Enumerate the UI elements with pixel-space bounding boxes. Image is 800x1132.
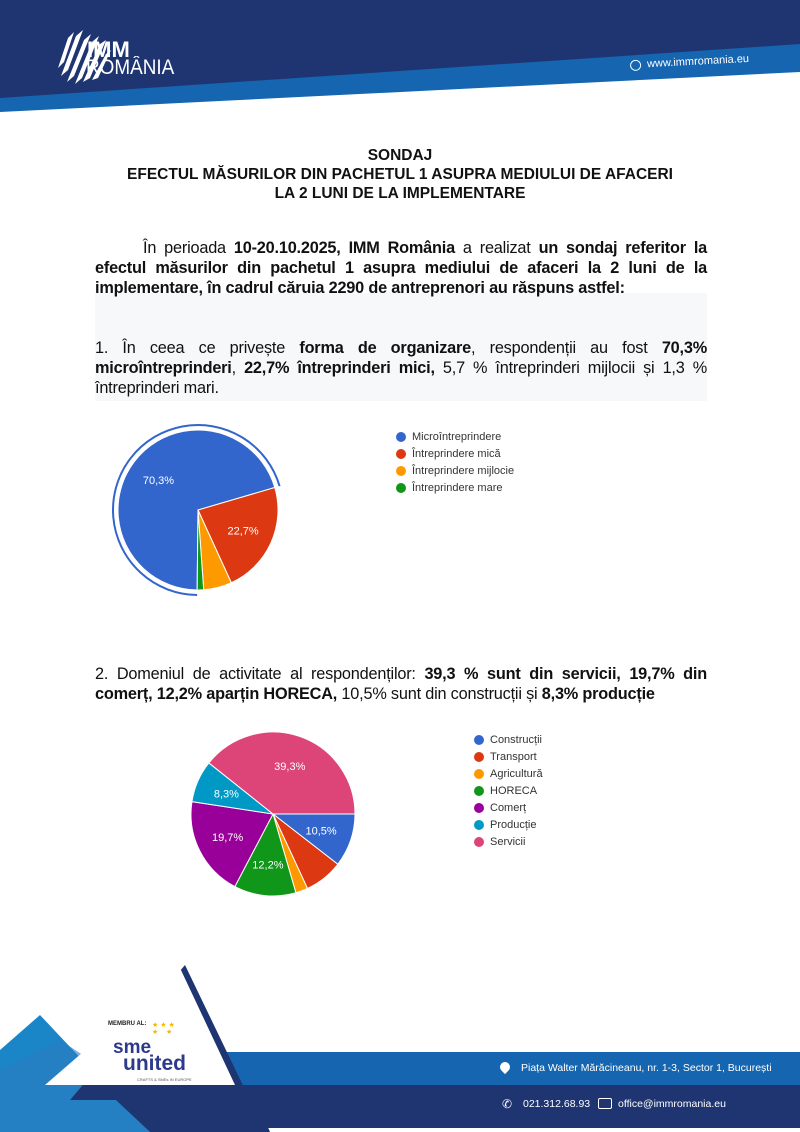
text-segment: , respondenții au fost [471, 339, 662, 357]
bold-text-segment: un sondaj referitor la efectul măsurilor… [95, 239, 708, 297]
slice-highlight-ring [112, 424, 281, 596]
data-label: 70,3% [143, 475, 174, 487]
bold-text-segment: 70,3% microîntreprinderi [95, 339, 707, 377]
bold-text-segment: 22,7% întreprinderi mici, [244, 359, 435, 377]
text-segment: 1. În ceea ce privește [95, 339, 300, 357]
legend-swatch [396, 482, 406, 493]
bold-text-segment: 10-20.10.2025, IMM România [233, 239, 455, 257]
legend-swatch [474, 768, 484, 779]
legend-label: Servicii [490, 835, 526, 848]
legend-label: Producție [490, 818, 537, 831]
sme-logo-text: sme [113, 1037, 152, 1058]
legend-item: Transport [474, 748, 543, 765]
legend-label: Microîntreprindere [412, 430, 502, 443]
legend-label: Comerț [490, 801, 527, 814]
data-label: 10,5% [305, 825, 336, 837]
legend-label: HORECA [490, 784, 538, 797]
legend-label: Întreprindere mare [412, 481, 503, 494]
legend-label: Întreprindere mijlocie [412, 464, 515, 477]
eu-stars-icon: ★ ★ ★ ★ ★ [152, 1022, 175, 1036]
pie-slice-servicii [208, 731, 356, 815]
section-1-paragraph: 1. În ceea ce privește forma de organiza… [95, 338, 707, 398]
legend-label: Agricultură [490, 767, 543, 780]
sme-tagline: CRAFTS & SMEs IN EUROPE [137, 1077, 192, 1082]
pie-slice-microîntreprindere [117, 429, 276, 591]
globe-icon [629, 59, 642, 71]
text-segment: 10,5% sunt din construcții și [337, 685, 542, 703]
legend-item: Producție [474, 816, 543, 833]
pie-chart-activity: 10,5% 12,2% 19,7% 8,3% 39,3% [190, 731, 356, 897]
legend-item: Construcții [474, 731, 543, 748]
legend-swatch [474, 751, 484, 762]
pie-slice-întreprindere-mare [196, 509, 205, 591]
header-banner [0, 0, 800, 112]
imm-logo-icon [58, 30, 111, 84]
data-label: 22,7% [228, 526, 259, 538]
address-text: Piața Walter Mărăcineanu, nr. 1-3, Secto… [521, 1062, 772, 1074]
bold-text-segment: 8,3% producție [541, 685, 655, 703]
pie-slice-întreprindere-mică [197, 486, 279, 584]
legend-activity: Construcții Transport Agricultură HORECA Com… [474, 731, 543, 850]
pie-slice-horeca [234, 812, 297, 897]
legend-swatch [474, 802, 484, 813]
data-label: 19,7% [212, 832, 243, 844]
title-line-1: SONDAJ [367, 147, 433, 164]
text-segment: 2. Domeniul de activitate al respondenți… [95, 665, 425, 683]
highlight-box [95, 293, 707, 401]
legend-item: Comerț [474, 799, 543, 816]
pie-chart-organization: 70,3% 22,7% [112, 424, 281, 596]
legend-item: Întreprindere mică [396, 445, 514, 462]
legend-swatch [474, 734, 484, 745]
legend-label: Întreprindere mică [412, 447, 501, 460]
legend-swatch [396, 448, 406, 459]
legend-swatch [474, 785, 484, 796]
legend-item: HORECA [474, 782, 543, 799]
footer-banner [0, 965, 800, 1132]
member-label: MEMBRU AL: [108, 1021, 147, 1027]
legend-label: Transport [490, 750, 537, 763]
sme-united-logo: sme united CRAFTS & SMEs IN EUROPE [113, 1037, 192, 1088]
legend-swatch [474, 819, 484, 830]
phone-text: 021.312.68.93 [523, 1098, 591, 1110]
legend-swatch [396, 431, 406, 442]
text-segment: , [231, 359, 245, 377]
text-segment: În perioada [143, 239, 234, 257]
legend-item: Microîntreprindere [396, 428, 514, 445]
logo-imm: IMM [87, 37, 130, 62]
legend-swatch [396, 465, 406, 476]
section-2-paragraph: 2. Domeniul de activitate al respondenți… [95, 664, 707, 704]
title-line-2: EFECTUL MĂSURILOR DIN PACHETUL 1 ASUPRA … [127, 166, 673, 183]
legend-item: Întreprindere mare [396, 479, 514, 496]
bold-text-segment: 39,3 % sunt din servicii, 19,7% din come… [95, 665, 707, 703]
legend-label: Construcții [490, 733, 542, 746]
logo-romania: ROMÂNIA [86, 56, 175, 79]
legend-item: Întreprindere mijlocie [396, 462, 514, 479]
united-logo-text: united [123, 1052, 186, 1075]
intro-paragraph: În perioada 10-20.10.2025, IMM România a… [95, 238, 707, 298]
email-icon [598, 1098, 612, 1109]
text-segment: a realizat [454, 239, 539, 257]
phone-icon: ✆ [502, 1097, 513, 1111]
data-label: 8,3% [214, 789, 239, 801]
title-line-3: LA 2 LUNI DE LA IMPLEMENTARE [274, 185, 526, 202]
text-segment: 5,7 % întreprinderi mijlocii și 1,3 % în… [95, 359, 707, 397]
email-link[interactable]: office@immromania.eu [618, 1098, 726, 1110]
pie-slice-comerț [190, 801, 274, 888]
data-label: 39,3% [274, 761, 305, 773]
bold-text-segment: forma de organizare [299, 339, 472, 357]
data-label: 12,2% [252, 860, 283, 872]
legend-swatch [474, 836, 484, 847]
legend-item: Servicii [474, 833, 543, 850]
legend-item: Agricultură [474, 765, 543, 782]
legend-organization: Microîntreprindere Întreprindere mică Într… [396, 428, 514, 496]
